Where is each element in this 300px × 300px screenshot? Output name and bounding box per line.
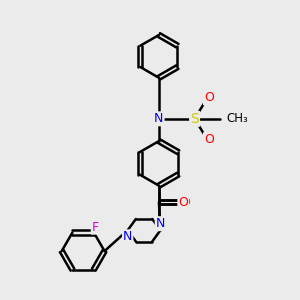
Text: N: N [156,217,165,230]
Text: CH₃: CH₃ [226,112,248,125]
Text: O: O [180,196,190,208]
Text: O: O [204,133,214,146]
Text: F: F [92,221,99,234]
Text: O: O [204,92,214,104]
Text: S: S [190,112,199,126]
Text: N: N [123,230,132,243]
Text: N: N [154,112,164,125]
Text: O: O [178,196,188,208]
